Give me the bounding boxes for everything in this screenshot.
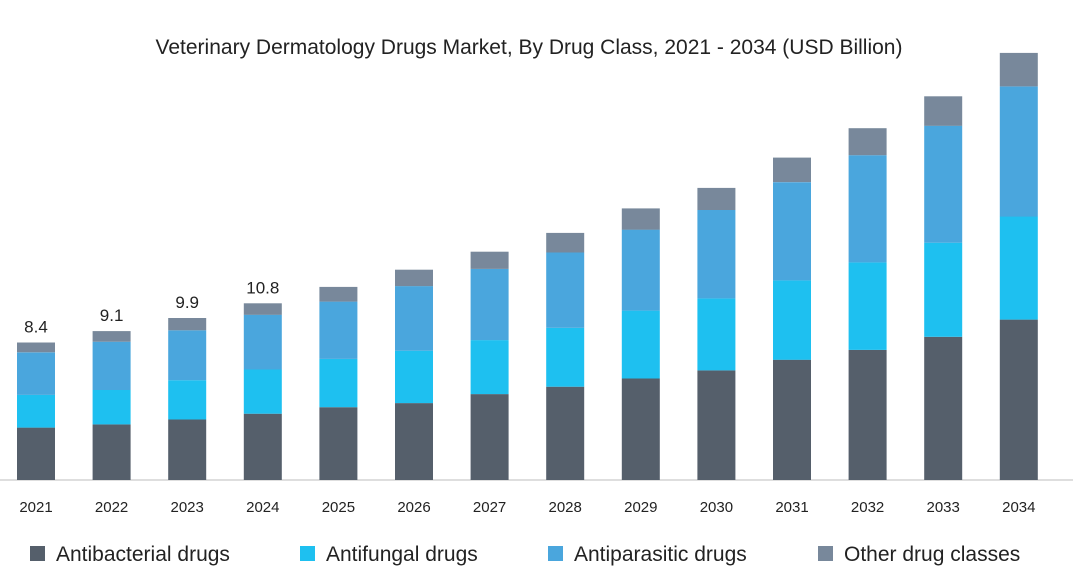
x-tick-label: 2025	[322, 499, 355, 516]
x-tick-labels: 2021 2022 2023 2024 2025 2026 2027 2028 2029 2030…	[19, 499, 1035, 516]
legend-swatch-antiparasitic-drugs	[548, 546, 563, 561]
bar-segment-antibacterial-drugs-2023	[168, 419, 207, 480]
bar-segment-antibacterial-drugs-2032	[848, 349, 887, 480]
bar-segment-antiparasitic-drugs-2026	[395, 286, 433, 351]
bar-segment-antibacterial-drugs-2030	[697, 370, 736, 480]
bar-segment-antiparasitic-drugs-2032	[848, 155, 887, 263]
bar-segment-antibacterial-drugs-2034	[999, 319, 1038, 480]
bar-segment-antiparasitic-drugs-2031	[773, 182, 811, 281]
x-tick-label: 2028	[549, 499, 582, 516]
bar-segment-antiparasitic-drugs-2034	[999, 86, 1038, 217]
bar-segment-antifungal-drugs-2028	[546, 327, 585, 387]
legend-swatch-antifungal-drugs	[300, 546, 315, 561]
bar-segment-antibacterial-drugs-2028	[546, 386, 585, 480]
bar-segment-antifungal-drugs-2029	[621, 310, 660, 379]
bar-segment-other-drug-classes-2023	[168, 318, 207, 331]
bar-segment-antibacterial-drugs-2024	[243, 413, 282, 480]
bar-segment-antifungal-drugs-2022	[92, 390, 131, 425]
chart-title: Veterinary Dermatology Drugs Market, By …	[156, 36, 903, 59]
bar-segment-antiparasitic-drugs-2027	[470, 268, 509, 341]
bar-segment-other-drug-classes-2033	[924, 96, 963, 126]
x-tick-label: 2026	[397, 499, 430, 516]
legend-label-antibacterial-drugs: Antibacterial drugs	[56, 543, 230, 566]
legend-label-antifungal-drugs: Antifungal drugs	[326, 543, 478, 566]
bar-segment-antiparasitic-drugs-2030	[697, 210, 736, 299]
bar-segment-antiparasitic-drugs-2029	[621, 229, 660, 311]
data-label-2024: 10.8	[246, 278, 279, 297]
data-label-2021: 8.4	[24, 318, 48, 337]
x-tick-label: 2031	[775, 499, 808, 516]
bar-segment-antifungal-drugs-2030	[697, 298, 736, 371]
bar-segment-other-drug-classes-2026	[395, 269, 433, 287]
bar-segment-other-drug-classes-2027	[470, 251, 509, 269]
bar-segment-antifungal-drugs-2024	[243, 369, 282, 414]
x-tick-label: 2029	[624, 499, 657, 516]
data-label-2022: 9.1	[100, 306, 124, 325]
bar-segment-antibacterial-drugs-2033	[924, 336, 963, 480]
bar-segment-antifungal-drugs-2034	[999, 216, 1038, 320]
bar-segment-antibacterial-drugs-2025	[319, 407, 358, 480]
bar-segment-antiparasitic-drugs-2033	[924, 125, 963, 243]
bar-segment-antiparasitic-drugs-2025	[319, 301, 358, 359]
bar-segment-antiparasitic-drugs-2024	[243, 314, 282, 370]
legend-label-antiparasitic-drugs: Antiparasitic drugs	[574, 543, 747, 566]
bar-segment-antibacterial-drugs-2027	[470, 394, 509, 480]
x-tick-label: 2032	[851, 499, 884, 516]
bar-segment-antifungal-drugs-2033	[924, 242, 963, 337]
legend: Antibacterial drugs Antifungal drugs Antip…	[30, 543, 1020, 566]
bar-segment-antibacterial-drugs-2026	[395, 403, 433, 480]
bar-segment-antifungal-drugs-2031	[773, 280, 811, 360]
legend-swatch-other-drug-classes	[818, 546, 833, 561]
bar-segment-other-drug-classes-2022	[92, 331, 131, 342]
bar-segment-other-drug-classes-2030	[697, 187, 736, 210]
bar-segment-antibacterial-drugs-2021	[17, 427, 55, 480]
x-tick-label: 2022	[95, 499, 128, 516]
bar-segment-antifungal-drugs-2025	[319, 358, 358, 408]
bar-segment-antifungal-drugs-2026	[395, 350, 433, 404]
bar-segment-antiparasitic-drugs-2022	[92, 341, 131, 390]
bar-segment-antibacterial-drugs-2031	[773, 359, 811, 480]
x-tick-label: 2023	[171, 499, 204, 516]
bar-segment-other-drug-classes-2024	[243, 303, 282, 315]
legend-swatch-antibacterial-drugs	[30, 546, 45, 561]
bar-segment-antifungal-drugs-2032	[848, 262, 887, 350]
bar-segment-antifungal-drugs-2027	[470, 340, 509, 395]
bar-segment-antifungal-drugs-2021	[17, 394, 55, 428]
bar-segment-other-drug-classes-2034	[999, 52, 1038, 87]
bar-segment-other-drug-classes-2032	[848, 128, 887, 156]
bar-segment-antibacterial-drugs-2029	[621, 378, 660, 480]
bar-segment-other-drug-classes-2031	[773, 157, 811, 183]
bar-segment-antifungal-drugs-2023	[168, 380, 207, 420]
bar-segment-antibacterial-drugs-2022	[92, 424, 131, 480]
bar-segment-antiparasitic-drugs-2023	[168, 330, 207, 381]
x-tick-label: 2033	[927, 499, 960, 516]
legend-label-other-drug-classes: Other drug classes	[844, 543, 1020, 566]
data-label-2023: 9.9	[175, 293, 199, 312]
bar-segment-antiparasitic-drugs-2028	[546, 252, 585, 328]
bars-layer	[17, 52, 1038, 480]
bar-segment-other-drug-classes-2021	[17, 342, 55, 353]
x-tick-label: 2021	[19, 499, 52, 516]
x-tick-label: 2034	[1002, 499, 1035, 516]
x-tick-label: 2024	[246, 499, 279, 516]
bar-segment-other-drug-classes-2028	[546, 232, 585, 253]
bar-segment-other-drug-classes-2029	[621, 208, 660, 230]
x-tick-label: 2030	[700, 499, 733, 516]
x-tick-label: 2027	[473, 499, 506, 516]
bar-segment-antiparasitic-drugs-2021	[17, 352, 55, 395]
data-labels-layer: 8.4 9.1 9.9 10.8	[24, 278, 279, 336]
bar-segment-other-drug-classes-2025	[319, 286, 358, 302]
